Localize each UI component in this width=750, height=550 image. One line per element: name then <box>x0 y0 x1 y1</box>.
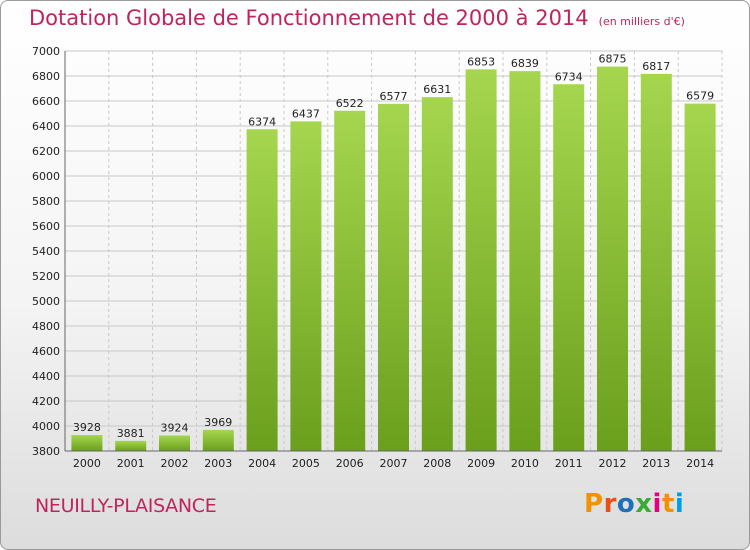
bar-2007 <box>378 103 409 451</box>
bar-2004 <box>246 129 278 451</box>
bar-2011 <box>553 84 585 451</box>
bar-2000 <box>71 435 103 451</box>
bar-2005 <box>290 121 322 451</box>
bar-2008 <box>421 97 453 451</box>
x-tick-label: 2001 <box>117 457 145 470</box>
value-label-2000: 3928 <box>73 421 101 434</box>
bar-2012 <box>597 66 628 451</box>
y-tick-label: 4200 <box>32 395 60 408</box>
value-label-2007: 6577 <box>380 90 408 103</box>
x-tick-label: 2012 <box>599 457 627 470</box>
y-tick-label: 5200 <box>32 270 60 283</box>
logo-letter: i <box>674 489 685 519</box>
x-tick-label: 2005 <box>292 457 320 470</box>
bars: 3928 3881 3924 3969 6374 6437 6522 6577 6631 6853… <box>71 53 716 451</box>
bar-2002 <box>159 435 190 451</box>
x-tick-label: 2007 <box>380 457 408 470</box>
y-tick-label: 7000 <box>32 45 60 58</box>
x-tick-label: 2011 <box>555 457 583 470</box>
y-tick-label: 5600 <box>32 220 60 233</box>
bar-2006 <box>334 110 366 451</box>
logo-letter: r <box>603 489 617 519</box>
y-tick-label: 6000 <box>32 170 60 183</box>
proxiti-logo: Proxiti <box>584 489 684 519</box>
value-label-2003: 3969 <box>204 416 232 429</box>
x-tick-label: 2008 <box>423 457 451 470</box>
commune-name: NEUILLY-PLAISANCE <box>35 495 217 517</box>
y-tick-label: 4000 <box>32 420 60 433</box>
value-label-2008: 6631 <box>423 83 451 96</box>
y-tick-label: 3800 <box>32 445 60 458</box>
logo-letter: o <box>616 489 636 519</box>
axes: 3800 4000 4200 4400 4600 4800 5000 5200 5400 5600… <box>32 45 722 470</box>
y-tick-label: 4600 <box>32 345 60 358</box>
bar-2009 <box>465 69 497 451</box>
y-tick-label: 4800 <box>32 320 60 333</box>
logo-letter: x <box>635 489 653 519</box>
logo-letter: P <box>584 489 604 519</box>
x-tick-label: 2004 <box>248 457 276 470</box>
value-label-2001: 3881 <box>117 427 145 440</box>
x-tick-label: 2009 <box>467 457 495 470</box>
value-label-2002: 3924 <box>161 422 189 435</box>
value-label-2011: 6734 <box>555 70 583 83</box>
title-row: Dotation Globale de Fonctionnement de 20… <box>29 6 685 30</box>
logo-letter: t <box>661 489 675 519</box>
y-tick-label: 6800 <box>32 70 60 83</box>
value-label-2004: 6374 <box>248 115 276 128</box>
x-tick-label: 2013 <box>642 457 670 470</box>
bar-2010 <box>509 71 541 451</box>
chart-title: Dotation Globale de Fonctionnement de 20… <box>29 6 589 30</box>
y-tick-label: 6400 <box>32 120 60 133</box>
logo-letter: i <box>652 489 662 519</box>
value-label-2005: 6437 <box>292 107 320 120</box>
y-tick-label: 5400 <box>32 245 60 258</box>
chart-subtitle: (en milliers d'€) <box>598 15 685 28</box>
value-label-2006: 6522 <box>336 97 364 110</box>
x-tick-label: 2003 <box>204 457 232 470</box>
value-label-2012: 6875 <box>599 53 627 66</box>
value-label-2010: 6839 <box>511 57 539 70</box>
bar-2014 <box>684 103 716 451</box>
x-tick-label: 2000 <box>73 457 101 470</box>
x-tick-label: 2014 <box>686 457 714 470</box>
value-label-2009: 6853 <box>467 55 495 68</box>
y-tick-label: 5800 <box>32 195 60 208</box>
x-tick-label: 2002 <box>161 457 189 470</box>
x-tick-label: 2010 <box>511 457 539 470</box>
bar-2013 <box>640 73 672 451</box>
value-label-2013: 6817 <box>642 60 670 73</box>
y-tick-label: 4400 <box>32 370 60 383</box>
x-tick-label: 2006 <box>336 457 364 470</box>
y-tick-label: 5000 <box>32 295 60 308</box>
bar-2003 <box>202 429 234 451</box>
y-tick-label: 6200 <box>32 145 60 158</box>
value-label-2014: 6579 <box>686 90 714 103</box>
bar-2001 <box>115 440 147 451</box>
y-tick-label: 6600 <box>32 95 60 108</box>
